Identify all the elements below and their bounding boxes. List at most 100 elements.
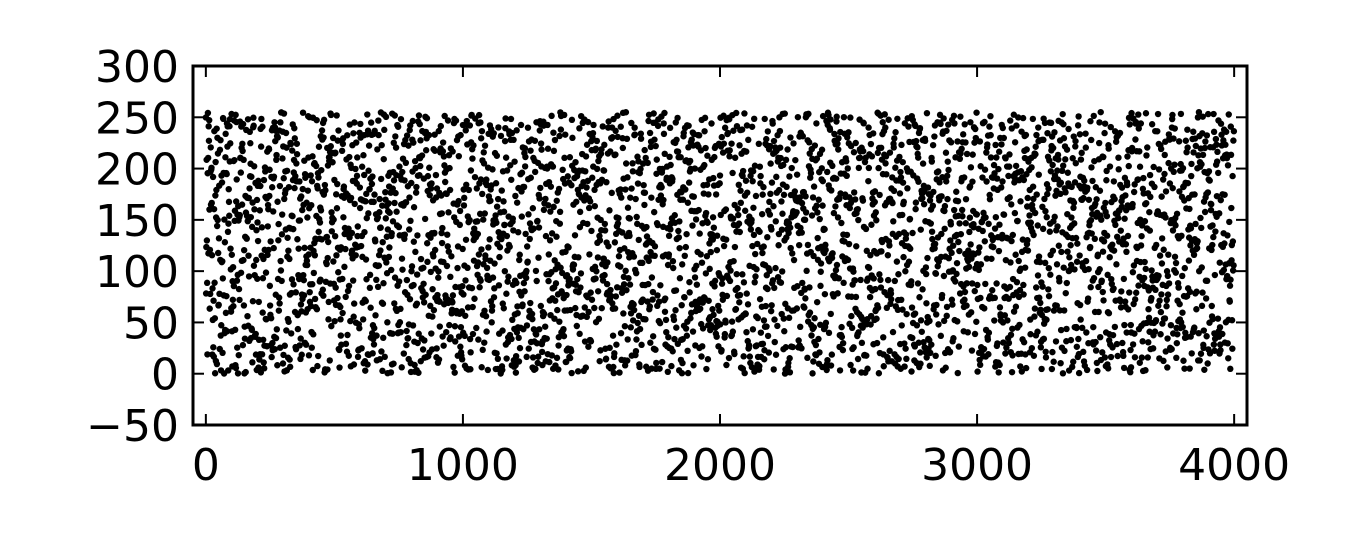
- data-point: [967, 164, 975, 171]
- data-point: [1194, 114, 1202, 121]
- data-point: [981, 238, 988, 245]
- data-point: [1217, 347, 1224, 354]
- data-point: [740, 279, 748, 286]
- data-point: [956, 220, 963, 227]
- data-point: [734, 284, 741, 292]
- data-point: [1127, 346, 1134, 354]
- data-point: [740, 353, 747, 360]
- data-point: [1160, 357, 1167, 365]
- data-point: [669, 175, 676, 183]
- data-point: [443, 262, 451, 270]
- data-point: [402, 199, 410, 206]
- data-point: [289, 147, 296, 154]
- data-point: [510, 227, 517, 234]
- data-point: [441, 112, 448, 120]
- data-point: [1204, 360, 1211, 367]
- data-point: [513, 127, 520, 134]
- data-point: [564, 173, 572, 180]
- data-point: [665, 333, 672, 341]
- data-point: [789, 343, 796, 351]
- data-point: [401, 231, 409, 238]
- data-point: [1089, 177, 1096, 185]
- data-point: [838, 219, 845, 227]
- data-point: [546, 358, 553, 366]
- data-point: [961, 296, 968, 303]
- data-point: [1199, 289, 1206, 296]
- data-point: [1118, 288, 1125, 295]
- data-point: [1171, 161, 1178, 168]
- data-point: [976, 244, 983, 251]
- data-point: [1009, 231, 1017, 239]
- data-point: [684, 369, 692, 377]
- data-point: [1005, 295, 1012, 302]
- data-point: [829, 250, 836, 257]
- data-point: [413, 271, 421, 278]
- data-point: [1095, 283, 1102, 291]
- data-point: [373, 276, 380, 283]
- data-point: [927, 349, 934, 357]
- data-point: [498, 235, 505, 243]
- data-point: [568, 369, 575, 377]
- data-point: [1013, 122, 1020, 129]
- data-point: [438, 229, 445, 237]
- data-point: [950, 206, 958, 214]
- data-point: [877, 144, 885, 152]
- data-point: [1230, 128, 1238, 135]
- data-point: [1162, 214, 1169, 221]
- data-point: [412, 248, 419, 256]
- data-point: [518, 213, 525, 220]
- data-point: [605, 118, 612, 125]
- data-point: [1059, 370, 1067, 377]
- data-point: [991, 225, 999, 232]
- data-point: [1187, 225, 1195, 232]
- data-point: [839, 339, 847, 347]
- data-point: [234, 344, 241, 351]
- data-point: [366, 271, 374, 279]
- data-point: [870, 275, 877, 282]
- data-point: [769, 120, 776, 127]
- data-point: [774, 322, 781, 330]
- data-point: [354, 353, 362, 361]
- data-point: [551, 315, 558, 322]
- data-point: [1210, 341, 1218, 348]
- data-point: [1142, 367, 1149, 374]
- data-point: [843, 172, 850, 180]
- data-point: [518, 169, 526, 176]
- data-point: [1098, 277, 1105, 284]
- data-point: [731, 243, 739, 251]
- data-point: [611, 305, 619, 312]
- data-point: [1045, 292, 1053, 300]
- data-point: [350, 361, 358, 368]
- data-point: [833, 118, 840, 125]
- data-point: [467, 366, 474, 373]
- data-point: [1125, 162, 1132, 170]
- data-point: [582, 168, 589, 175]
- data-point: [229, 264, 237, 271]
- data-point: [735, 181, 742, 188]
- data-point: [1117, 227, 1124, 234]
- data-point: [1028, 164, 1035, 171]
- data-point: [423, 115, 431, 122]
- data-point: [270, 244, 277, 252]
- data-point: [298, 193, 305, 200]
- data-point: [391, 112, 398, 119]
- data-point: [1164, 335, 1171, 342]
- data-point: [707, 326, 714, 334]
- data-point: [1071, 179, 1079, 186]
- data-point: [903, 310, 910, 318]
- data-point: [760, 243, 767, 250]
- data-point: [524, 258, 531, 265]
- data-point: [425, 131, 433, 139]
- data-point: [656, 365, 663, 372]
- data-point: [702, 209, 710, 217]
- data-point: [1228, 317, 1236, 324]
- data-point: [688, 136, 695, 143]
- data-point: [1154, 110, 1162, 118]
- data-point: [212, 158, 219, 166]
- data-point: [725, 354, 733, 362]
- data-point: [410, 139, 417, 146]
- data-point: [720, 140, 728, 147]
- data-point: [665, 251, 673, 258]
- data-point: [786, 173, 793, 180]
- data-point: [794, 282, 801, 290]
